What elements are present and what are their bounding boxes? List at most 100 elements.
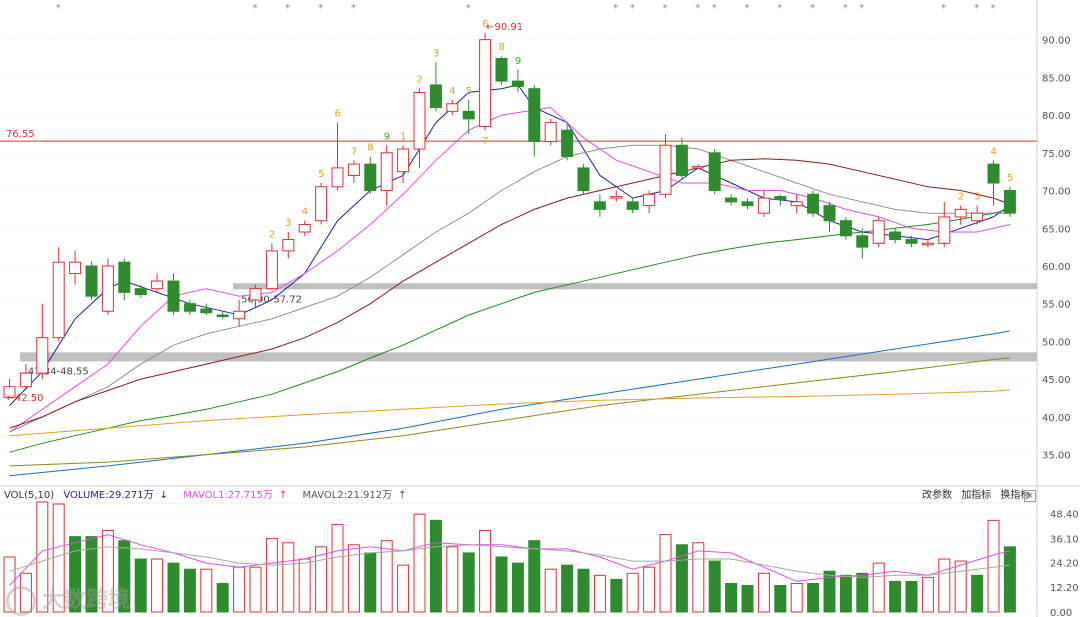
volume-bar [364, 552, 377, 613]
volume-bar [347, 544, 360, 613]
volume-tick-label: 48.40 [1050, 509, 1079, 520]
sequence-count-label: 5 [466, 86, 472, 97]
low-price-label: ←42.50 [7, 393, 44, 404]
volume-tick-label: 0.00 [1050, 608, 1072, 617]
modify-params-button[interactable]: 改参数 [922, 490, 952, 501]
volume-bar [593, 574, 606, 613]
volume-tick-label: 24.20 [1050, 559, 1079, 570]
candle-body [889, 231, 902, 241]
volume-bar [872, 562, 885, 613]
volume-bar [987, 519, 1000, 613]
candle-body [610, 196, 623, 199]
candle-body [380, 152, 393, 192]
volume-legend: VOL(5,10) VOLUME:29.271万 ↓ MAVOL1:27.715万… [4, 489, 419, 503]
volume-bar [85, 536, 98, 613]
moving-average-line [9, 144, 1010, 433]
candle-body [823, 205, 836, 222]
candle-body [774, 196, 787, 201]
volume-bar [1003, 546, 1016, 613]
volume-bar [298, 558, 311, 613]
candle-body [626, 201, 639, 210]
candle-body [151, 280, 164, 290]
volume-bar [200, 568, 213, 613]
volume-bar [561, 564, 574, 613]
volume-value: VOLUME:29.271万 ↓ [63, 490, 168, 501]
top-signal-mark: * [859, 3, 864, 14]
volume-tick-label: 36.10 [1050, 534, 1079, 545]
top-signal-mark: * [285, 3, 290, 14]
top-signal-mark: * [253, 3, 258, 14]
moving-average-line [9, 357, 1010, 467]
volume-bar [971, 574, 984, 613]
candle-body [1003, 190, 1016, 214]
candle-body [593, 201, 606, 210]
volume-bar [954, 560, 967, 613]
price-tick-label: 70.00 [1042, 187, 1071, 198]
candle-body [659, 144, 672, 195]
top-signal-mark: * [777, 3, 782, 14]
volume-bar [331, 523, 344, 613]
candle-body [725, 197, 738, 203]
candle-body [675, 144, 688, 176]
candle-body [577, 167, 590, 192]
volume-bar [249, 566, 262, 613]
volume-bar [69, 536, 82, 613]
volume-bar [101, 530, 114, 613]
moving-average-line [9, 389, 1010, 437]
candle-body [397, 148, 410, 173]
sequence-count-label: 7 [482, 136, 488, 147]
add-indicator-button[interactable]: 加指标 [961, 490, 992, 501]
volume-bar [938, 558, 951, 613]
candle-body [118, 261, 131, 293]
close-panel-button[interactable]: × [1024, 490, 1036, 502]
volume-bar [429, 519, 442, 613]
volume-bar [167, 562, 180, 613]
watermark: 大数跨境 [6, 582, 130, 616]
candle-body [479, 39, 492, 127]
candle-body [167, 280, 180, 312]
top-signal-mark: * [843, 3, 848, 14]
price-tick-label: 40.00 [1042, 413, 1071, 424]
candle-body [134, 288, 147, 296]
volume-bar [495, 556, 508, 613]
support-zone-band [233, 283, 1038, 290]
sequence-count-label: 9 [384, 131, 390, 142]
candle-body [790, 201, 803, 207]
sequence-count-label: 8 [367, 143, 373, 154]
candle-body [85, 265, 98, 297]
candle-body [429, 84, 442, 109]
candle-body [216, 314, 229, 318]
top-signal-mark: * [630, 3, 635, 14]
volume-bar [462, 552, 475, 613]
candle-body [643, 193, 656, 207]
volume-bar [774, 585, 787, 613]
price-tick-label: 35.00 [1042, 451, 1071, 462]
volume-bar [659, 534, 672, 613]
candle-body [692, 165, 705, 169]
volume-bar [692, 542, 705, 613]
sequence-count-label: 7 [351, 146, 357, 157]
reference-line-label: 76.55 [6, 129, 35, 140]
support-zone-label: 47.34-48.55 [28, 366, 89, 377]
candle-body [462, 110, 475, 120]
volume-bar [151, 558, 164, 613]
volume-bar [479, 530, 492, 613]
top-signal-mark: * [810, 3, 815, 14]
price-tick-label: 60.00 [1042, 262, 1071, 273]
candle-body [807, 193, 820, 214]
volume-bar [823, 570, 836, 613]
candle-body [233, 310, 246, 320]
top-signal-mark: * [712, 3, 717, 14]
switch-indicator-button[interactable]: 换指标 [1000, 490, 1031, 501]
price-tick-label: 55.00 [1042, 300, 1071, 311]
candle-body [298, 223, 311, 233]
sequence-count-label: 6 [482, 19, 488, 30]
candle-body [347, 163, 360, 176]
top-signal-mark: * [466, 3, 471, 14]
top-signal-mark: * [991, 3, 996, 14]
indicator-tools: 改参数 加指标 换指标 [922, 489, 1036, 503]
candle-body [315, 186, 328, 222]
candle-body [954, 208, 967, 218]
volume-bar [528, 540, 541, 613]
